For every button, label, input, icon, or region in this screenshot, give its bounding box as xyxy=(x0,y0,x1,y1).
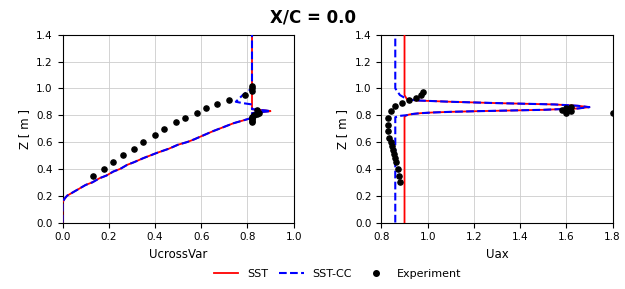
Point xyxy=(88,173,98,178)
Point xyxy=(387,144,397,148)
Point xyxy=(118,153,127,158)
Point xyxy=(383,122,393,127)
Point xyxy=(240,93,250,97)
Point xyxy=(418,90,428,95)
Y-axis label: Z [ m ]: Z [ m ] xyxy=(336,109,349,149)
Point xyxy=(129,147,139,151)
Point xyxy=(213,102,222,107)
X-axis label: UcrossVar: UcrossVar xyxy=(149,248,208,261)
Point xyxy=(411,95,421,100)
Y-axis label: Z [ m ]: Z [ m ] xyxy=(18,109,31,149)
Point xyxy=(247,114,257,119)
Point xyxy=(566,109,576,114)
Point xyxy=(159,126,169,131)
Point xyxy=(247,116,257,120)
Point xyxy=(386,109,396,114)
Point xyxy=(416,93,426,97)
Point xyxy=(201,106,211,111)
Point xyxy=(247,89,257,93)
Point xyxy=(191,110,201,115)
Point xyxy=(247,83,257,88)
Text: X/C = 0.0: X/C = 0.0 xyxy=(269,9,356,27)
Point xyxy=(392,166,402,171)
Point xyxy=(247,118,257,123)
Point xyxy=(180,116,190,120)
Point xyxy=(566,105,576,110)
Point xyxy=(391,160,401,164)
Point xyxy=(383,129,393,134)
Point xyxy=(247,86,257,91)
Point xyxy=(99,166,109,171)
Point xyxy=(383,116,393,120)
Point xyxy=(390,103,400,108)
Point xyxy=(386,140,396,144)
Point xyxy=(394,173,404,178)
Point xyxy=(252,108,262,112)
Point xyxy=(171,120,181,124)
Point xyxy=(249,113,259,118)
Point xyxy=(150,133,160,138)
Point xyxy=(395,180,405,185)
Point xyxy=(247,120,257,124)
Point xyxy=(384,136,394,140)
Legend: SST, SST-CC, Experiment: SST, SST-CC, Experiment xyxy=(209,264,466,284)
Point xyxy=(138,140,148,144)
Point xyxy=(254,110,264,115)
Point xyxy=(389,152,399,156)
Point xyxy=(404,98,414,103)
Point xyxy=(398,101,408,105)
Point xyxy=(252,112,262,116)
Point xyxy=(561,106,571,111)
X-axis label: Uax: Uax xyxy=(486,248,508,261)
Point xyxy=(108,160,118,164)
Point xyxy=(557,108,567,112)
Point xyxy=(224,98,234,103)
Point xyxy=(247,117,257,121)
Point xyxy=(390,156,400,160)
Point xyxy=(561,110,571,115)
Point xyxy=(608,110,618,115)
Point xyxy=(388,148,398,152)
